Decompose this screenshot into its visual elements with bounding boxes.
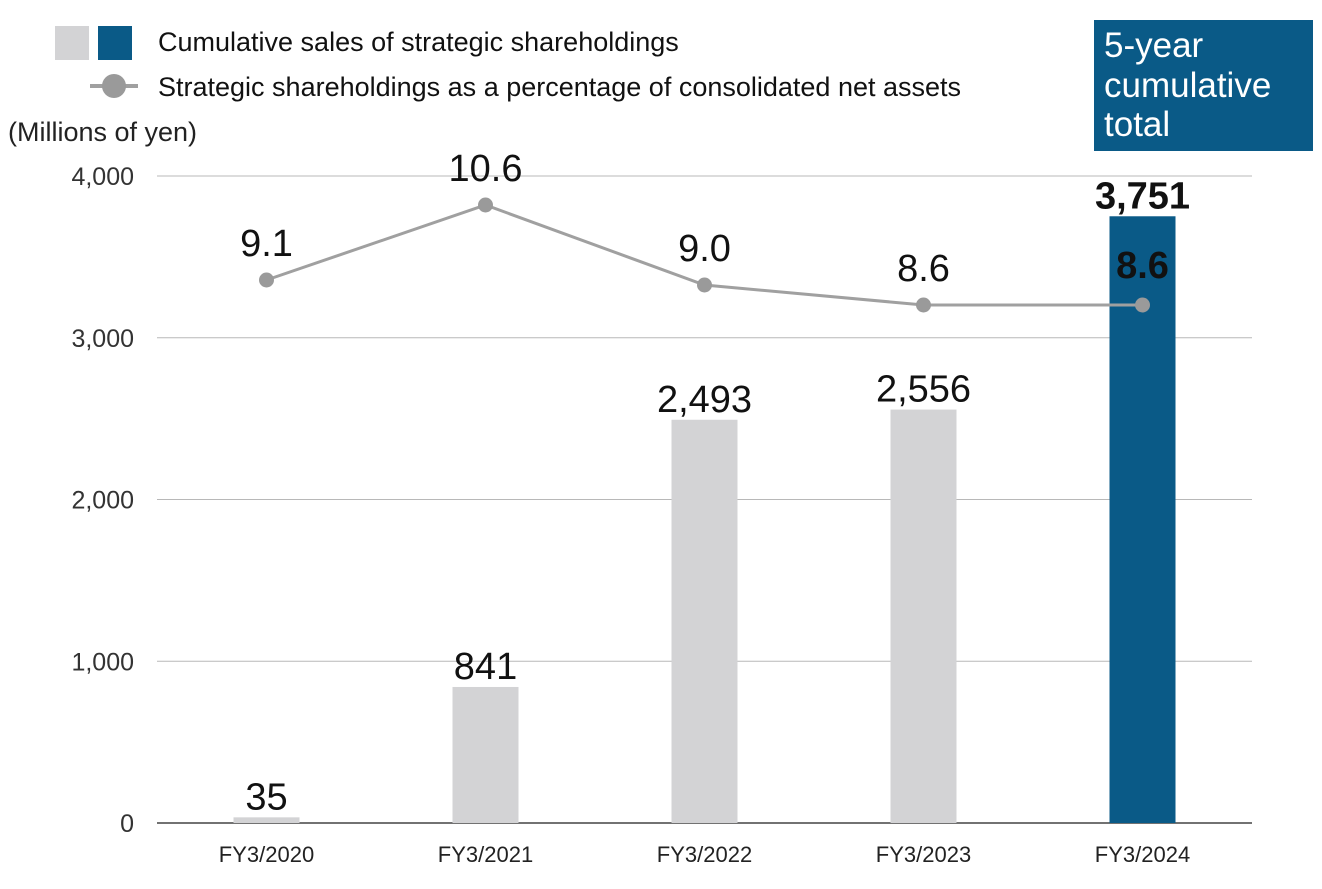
- bar: [233, 817, 300, 823]
- x-tick-label: FY3/2023: [876, 842, 971, 867]
- bar-value-label: 841: [454, 646, 517, 688]
- x-tick-label: FY3/2021: [438, 842, 533, 867]
- legend-bar-label: Cumulative sales of strategic shareholdi…: [158, 27, 679, 57]
- bar: [890, 409, 957, 823]
- legend: Cumulative sales of strategic shareholdi…: [55, 26, 961, 102]
- x-tick-label: FY3/2024: [1095, 842, 1190, 867]
- x-tick-label: FY3/2022: [657, 842, 752, 867]
- line-point-marker: [259, 272, 274, 288]
- legend-line-marker-icon: [102, 74, 126, 98]
- line-point-marker: [478, 197, 493, 213]
- line-point-marker: [916, 297, 931, 313]
- line-value-label: 9.1: [240, 223, 293, 265]
- y-tick-label: 0: [120, 810, 134, 838]
- bar-value-label: 35: [245, 776, 287, 818]
- bar: [671, 419, 738, 823]
- bar-highlight: [1109, 216, 1176, 823]
- badge-line-1: 5-year: [1104, 26, 1204, 65]
- y-tick-label: 2,000: [71, 487, 134, 515]
- y-tick-label: 3,000: [71, 325, 134, 353]
- badge-line-2: cumulative: [1104, 66, 1271, 105]
- legend-line-label: Strategic shareholdings as a percentage …: [158, 72, 961, 102]
- legend-bar-swatch-gray: [55, 26, 89, 60]
- line-value-label: 9.0: [678, 228, 731, 270]
- line-value-label: 8.6: [1116, 245, 1169, 287]
- badge-line-3: total: [1104, 105, 1170, 144]
- y-axis-unit-label: (Millions of yen): [8, 117, 197, 147]
- line-value-label: 10.6: [449, 148, 523, 190]
- line-point-marker: [1135, 297, 1150, 313]
- bar-layer: [233, 216, 1176, 823]
- badge-background: [1094, 20, 1313, 151]
- legend-bar-swatch-blue: [98, 26, 132, 60]
- five-year-badge: 5-year cumulative total: [1094, 20, 1313, 151]
- x-tick-label: FY3/2020: [219, 842, 314, 867]
- line-point-marker: [697, 277, 712, 293]
- bar: [452, 686, 519, 823]
- line-layer: [259, 197, 1150, 313]
- y-tick-label: 4,000: [71, 163, 134, 191]
- bar-value-label: 2,556: [876, 369, 971, 411]
- label-layer: 35 841 2,493 2,556 3,751 9.1 10.6 9.0 8.6 8.6: [240, 148, 1190, 818]
- line-value-label: 8.6: [897, 248, 950, 290]
- bar-value-label: 3,751: [1095, 175, 1190, 217]
- y-tick-label: 1,000: [71, 648, 134, 676]
- bar-value-label: 2,493: [657, 379, 752, 421]
